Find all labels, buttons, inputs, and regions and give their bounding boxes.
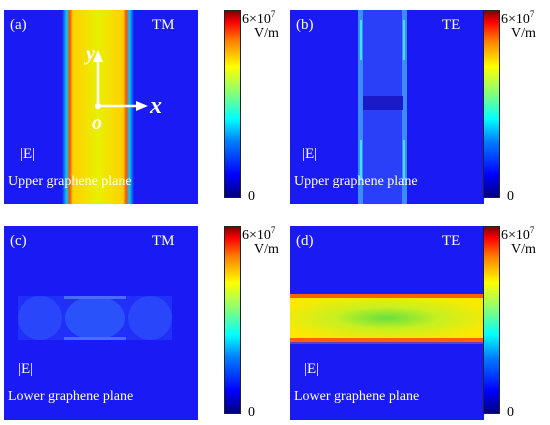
colorbar-c-unit: V/m — [254, 242, 279, 257]
panel-a-heatmap: (a) TM |E| Upper graphene plane y x o — [4, 10, 198, 204]
colorbar-b-unit: V/m — [511, 26, 536, 41]
panel-d-field-label: |E| — [304, 361, 320, 377]
colorbar-a-unit: V/m — [254, 26, 279, 41]
panel-c-heatmap: (c) TM |E| Lower graphene plane — [4, 226, 198, 420]
colorbar-c-min: 0 — [248, 405, 255, 420]
axis-y-label: y — [86, 43, 95, 65]
panel-a-mode: TM — [152, 17, 175, 33]
colorbar-a-min: 0 — [248, 189, 255, 204]
colorbar-d-unit: V/m — [511, 242, 536, 257]
panel-b-field-image — [290, 10, 484, 204]
panel-d-mode: TE — [442, 233, 461, 249]
axis-x-label: x — [150, 93, 162, 119]
panel-c-letter: (c) — [10, 233, 27, 249]
panel-a-field-label: |E| — [20, 146, 36, 162]
panel-d-plane-label: Lower graphene plane — [294, 389, 420, 404]
panel-c-mode: TM — [152, 233, 175, 249]
panel-b-letter: (b) — [296, 17, 314, 33]
panel-b-plane-label: Upper graphene plane — [294, 174, 418, 189]
colorbar-b-max: 6×107 — [501, 9, 535, 27]
colorbar-d-max: 6×107 — [501, 225, 535, 243]
colorbar-a — [224, 10, 241, 198]
colorbar-a-max: 6×107 — [242, 9, 276, 27]
panel-b-heatmap: (b) TE |E| Upper graphene plane — [290, 10, 484, 204]
colorbar-c — [224, 226, 241, 414]
panel-d-letter: (d) — [296, 233, 314, 249]
panel-a-letter: (a) — [10, 17, 27, 33]
axis-origin-label: o — [92, 112, 102, 134]
panel-a-plane-label: Upper graphene plane — [8, 174, 132, 189]
colorbar-c-max: 6×107 — [242, 225, 276, 243]
panel-c-plane-label: Lower graphene plane — [8, 389, 134, 404]
colorbar-d — [483, 226, 500, 414]
panel-d-heatmap: (d) TE |E| Lower graphene plane — [290, 226, 484, 420]
axis-arrows-icon — [93, 50, 148, 111]
panel-c-field-label: |E| — [18, 361, 34, 377]
panel-b-mode: TE — [442, 17, 461, 33]
panel-b-field-label: |E| — [302, 146, 318, 162]
colorbar-d-min: 0 — [507, 405, 514, 420]
colorbar-b — [483, 10, 500, 198]
panel-d-field-image — [290, 226, 484, 420]
panel-c-field-image — [4, 226, 198, 420]
colorbar-b-min: 0 — [507, 189, 514, 204]
